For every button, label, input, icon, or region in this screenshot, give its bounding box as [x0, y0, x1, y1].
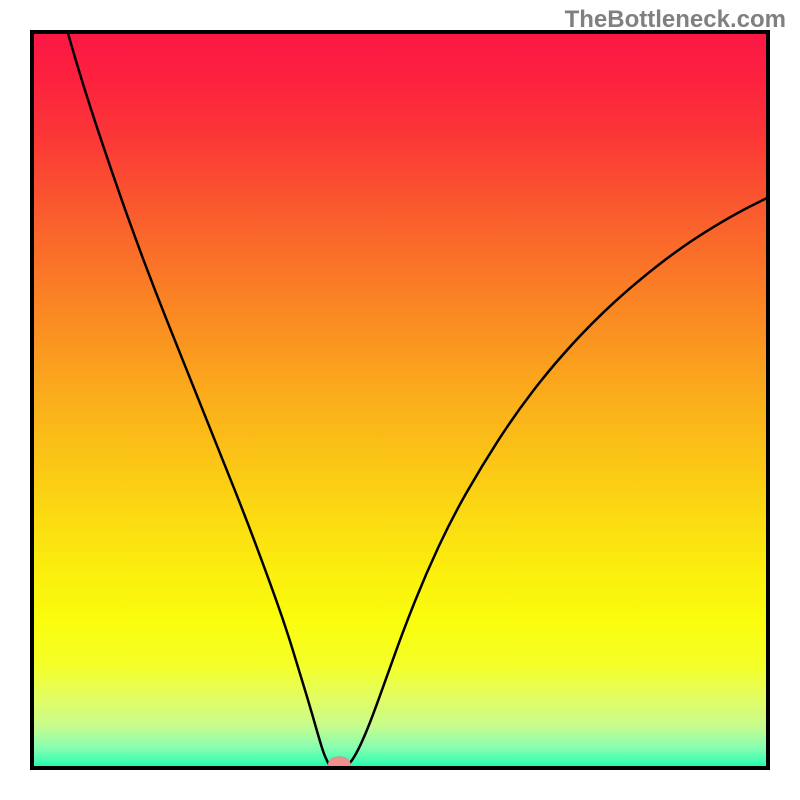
- chart-background: [30, 30, 770, 770]
- bottleneck-chart: [30, 30, 770, 770]
- watermark-text: TheBottleneck.com: [565, 6, 786, 34]
